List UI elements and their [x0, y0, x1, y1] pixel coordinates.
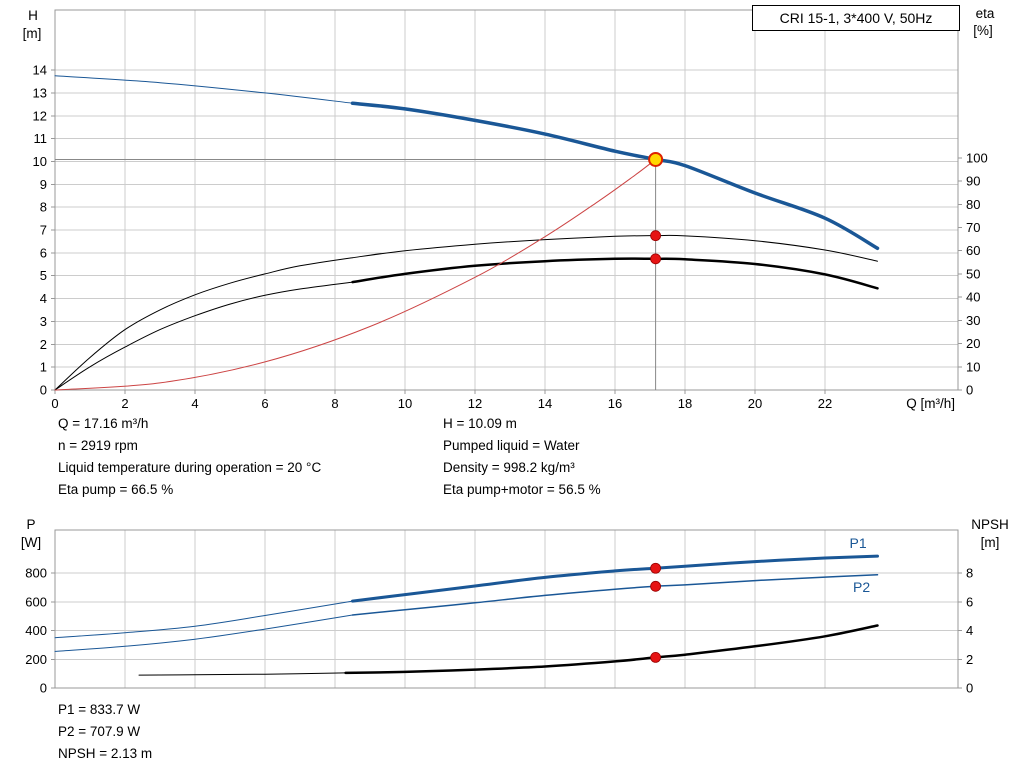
left-axis-tick-label: 3: [40, 314, 47, 329]
right-axis-tick-label: 10: [966, 359, 980, 374]
left-axis-tick-label: 0: [40, 681, 47, 696]
info-liquid-temperature: Liquid temperature during operation = 20…: [58, 460, 322, 475]
plot-frame: [54, 9, 959, 391]
left-axis-tick-label: 13: [33, 85, 47, 100]
info-pumped-liquid: Pumped liquid = Water: [443, 438, 580, 453]
right-axis-tick-label: 20: [966, 336, 980, 351]
x-axis-tick-label: 16: [608, 396, 622, 411]
duty-point-marker: [648, 151, 664, 167]
eta-pump-curve: [54, 234, 878, 391]
y-right-axis-title: NPSH: [971, 517, 1009, 532]
p1-curve: [351, 554, 879, 603]
info-speed: n = 2919 rpm: [58, 438, 138, 453]
right-axis-tick-label: 100: [966, 150, 988, 165]
left-axis-tick-label: 1: [40, 360, 47, 375]
x-axis-tick-label: 0: [51, 396, 58, 411]
x-axis-tick-label: 4: [191, 396, 198, 411]
y-right-axis-title: eta: [976, 6, 995, 21]
y-left-axis-title: [W]: [21, 535, 41, 550]
head-eta-chart: 0123456789101112131401020304050607080901…: [23, 6, 995, 411]
y-left-axis-title: [m]: [23, 26, 42, 41]
info-eta-pump: Eta pump = 66.5 %: [58, 482, 174, 497]
duty-value-marker: [650, 580, 661, 592]
left-axis-tick-label: 8: [40, 200, 47, 215]
left-axis-tick-label: 6: [40, 245, 47, 260]
info-npsh: NPSH = 2.13 m: [58, 746, 153, 761]
y-right-axis-title: [m]: [981, 535, 1000, 550]
plot-frame: [54, 529, 959, 689]
y-left-axis-title: P: [26, 517, 35, 532]
left-axis-tick-label: 11: [34, 131, 48, 146]
pump-model-box: CRI 15-1, 3*400 V, 50Hz: [752, 5, 960, 31]
p2-curve-extension: [54, 614, 353, 652]
x-axis-tick-label: 20: [748, 396, 762, 411]
pump-model-label: CRI 15-1, 3*400 V, 50Hz: [779, 10, 933, 26]
right-axis-tick-label: 0: [966, 681, 973, 696]
eta-pump-motor-extension: [54, 281, 353, 391]
info-head: H = 10.09 m: [443, 416, 517, 431]
head-curve-extension: [54, 75, 353, 104]
npsh-curve-extension: [138, 672, 346, 676]
eta-pump-motor-curve: [351, 257, 879, 290]
left-axis-tick-label: 10: [33, 154, 47, 169]
left-axis-tick-label: 800: [25, 566, 47, 581]
right-axis-tick-label: 60: [966, 243, 980, 258]
left-axis-tick-label: 600: [25, 594, 47, 609]
left-axis-tick-label: 14: [33, 63, 47, 78]
p2-curve: [351, 574, 879, 616]
left-axis-tick-label: 0: [40, 383, 47, 398]
info-eta-pump-motor: Eta pump+motor = 56.5 %: [443, 482, 601, 497]
right-axis-tick-label: 8: [966, 566, 973, 581]
left-axis-tick-label: 5: [40, 268, 47, 283]
npsh-curve: [344, 624, 879, 675]
info-flow: Q = 17.16 m³/h: [58, 416, 149, 431]
right-axis-tick-label: 6: [966, 594, 973, 609]
head-curve: [350, 101, 880, 251]
left-axis-tick-label: 2: [40, 337, 47, 352]
x-axis-tick-label: 22: [818, 396, 832, 411]
x-axis-title: Q [m³/h]: [906, 396, 955, 411]
duty-info-column-right: H = 10.09 m Pumped liquid = Water Densit…: [443, 413, 601, 501]
power-npsh-info-block: P1 = 833.7 W P2 = 707.9 W NPSH = 2.13 m: [58, 699, 152, 765]
info-p2: P2 = 707.9 W: [58, 724, 141, 739]
right-axis-tick-label: 2: [966, 652, 973, 667]
right-axis-tick-label: 0: [966, 383, 973, 398]
info-density: Density = 998.2 kg/m³: [443, 460, 575, 475]
duty-value-marker: [650, 652, 661, 663]
right-axis-tick-label: 4: [966, 623, 973, 638]
right-axis-tick-label: 80: [966, 197, 980, 212]
p1-curve-extension: [54, 600, 353, 639]
left-axis-tick-label: 12: [33, 108, 47, 123]
x-axis-tick-label: 14: [538, 396, 552, 411]
x-axis-tick-label: 10: [398, 396, 412, 411]
x-axis-tick-label: 12: [468, 396, 482, 411]
series-label-p1: P1: [850, 535, 867, 551]
system-curve: [54, 158, 657, 391]
series-label-p2: P2: [853, 579, 870, 595]
x-axis-tick-label: 2: [121, 396, 128, 411]
x-axis-tick-label: 18: [678, 396, 692, 411]
right-axis-tick-label: 90: [966, 174, 980, 189]
right-axis-tick-label: 50: [966, 266, 980, 281]
duty-value-marker: [650, 253, 661, 265]
y-left-axis-title: H: [28, 8, 38, 23]
x-axis-tick-label: 6: [261, 396, 268, 411]
left-axis-tick-label: 9: [40, 177, 47, 192]
info-p1: P1 = 833.7 W: [58, 702, 141, 717]
power-npsh-chart: 0 200 400 600 800 0 2 4 6 8 P [W] NPSH [m] P1 P2: [21, 517, 1009, 696]
left-axis-tick-label: 200: [25, 652, 47, 667]
duty-value-marker: [650, 230, 661, 242]
right-axis-tick-label: 40: [966, 290, 980, 305]
left-axis-tick-label: 7: [40, 223, 47, 238]
duty-value-marker: [650, 562, 661, 574]
right-axis-tick-label: 30: [966, 313, 980, 328]
right-axis-tick-label: 70: [966, 220, 980, 235]
duty-info-column-left: Q = 17.16 m³/h n = 2919 rpm Liquid tempe…: [58, 413, 321, 501]
left-axis-tick-label: 400: [25, 623, 47, 638]
y-right-axis-title: [%]: [973, 23, 993, 38]
left-axis-tick-label: 4: [40, 291, 47, 306]
x-axis-tick-label: 8: [331, 396, 338, 411]
